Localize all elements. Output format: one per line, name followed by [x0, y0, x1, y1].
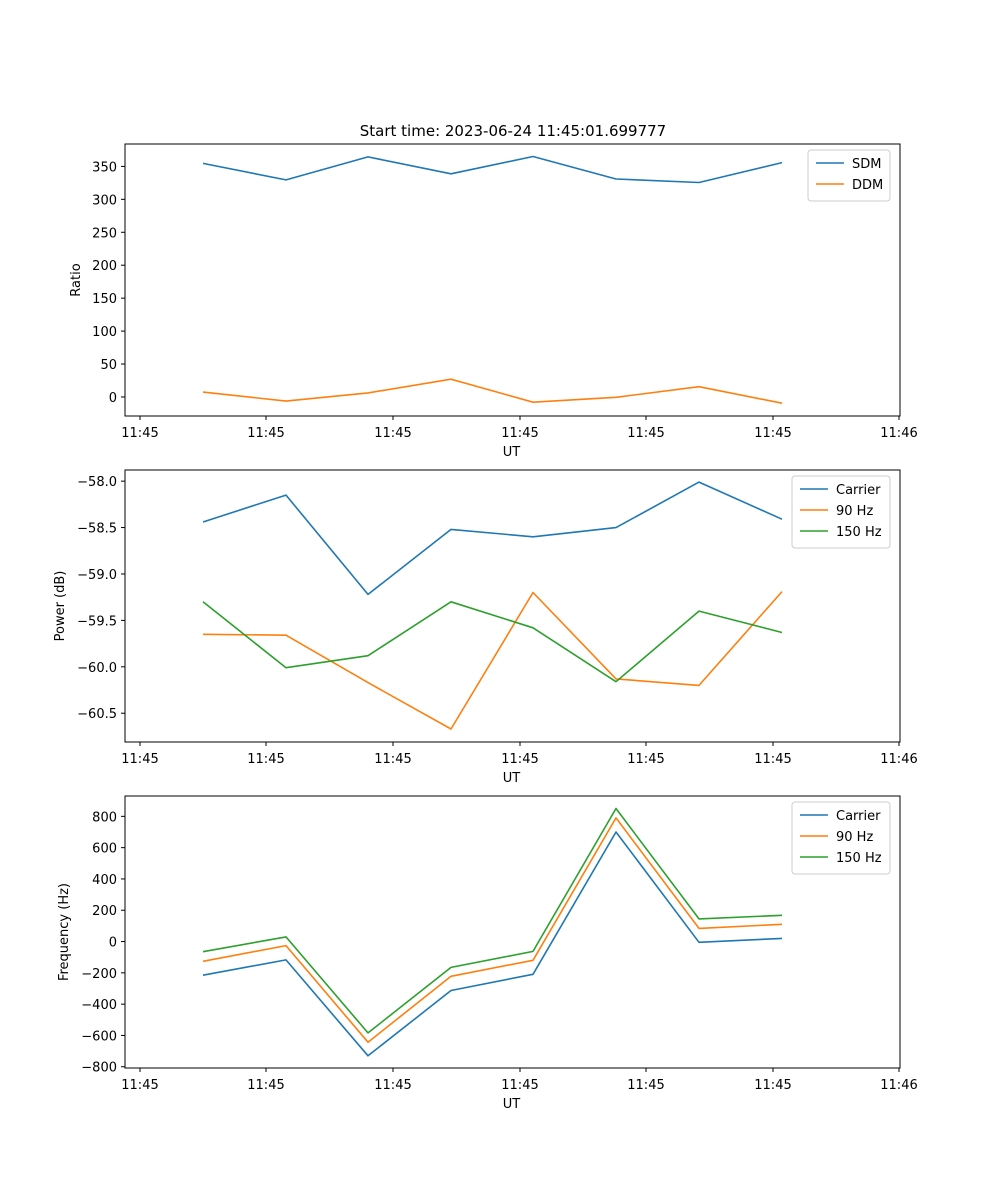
- y-tick-label: −600: [81, 1029, 117, 1044]
- y-tick-label: 100: [92, 325, 117, 340]
- x-tick-label: 11:45: [754, 1078, 791, 1093]
- x-axis-label: UT: [503, 1097, 521, 1112]
- x-tick-label: 11:45: [247, 752, 284, 767]
- y-tick-label: −200: [81, 967, 117, 982]
- legend-label: Carrier: [836, 809, 881, 824]
- legend-label: 90 Hz: [836, 504, 873, 519]
- x-tick-label: 11:45: [754, 752, 791, 767]
- y-tick-label: −58.0: [77, 475, 117, 490]
- legend: SDM DDM: [807, 149, 891, 202]
- legend-label: 150 Hz: [836, 525, 882, 540]
- plot-area-frame: [124, 143, 901, 417]
- chart-panel-2: 11:45 11:45 11:45 11:45 11:45 11:45 11:46 UT −60…: [53, 469, 918, 786]
- series-line-carrier: [202, 831, 783, 1057]
- y-tick-label: 600: [92, 842, 117, 857]
- x-tick-label: 11:45: [121, 426, 158, 441]
- x-tick-label: 11:45: [374, 1078, 411, 1093]
- x-axis-label: UT: [503, 771, 521, 786]
- plots-container: 11:45 11:45 11:45 11:45 11:45 11:45 11:46 UT 0 50…: [53, 143, 918, 1112]
- x-tick-label: 11:45: [501, 1078, 538, 1093]
- series-line-carrier: [202, 481, 783, 596]
- y-tick-label: 350: [92, 160, 117, 175]
- legend: Carrier 90 Hz 150 Hz: [791, 475, 891, 549]
- x-tick-label: 11:45: [247, 1078, 284, 1093]
- series-line-150-hz: [202, 600, 783, 683]
- y-tick-label: −60.5: [77, 707, 117, 722]
- x-tick-label: 11:45: [247, 426, 284, 441]
- y-tick-label: −59.5: [77, 614, 117, 629]
- x-tick-label: 11:46: [880, 1078, 917, 1093]
- legend-label: 90 Hz: [836, 830, 873, 845]
- y-tick-label: 400: [92, 873, 117, 888]
- y-axis-label: Frequency (Hz): [57, 883, 72, 981]
- x-tick-label: 11:45: [374, 426, 411, 441]
- x-tick-label: 11:45: [501, 426, 538, 441]
- y-tick-label: −59.0: [77, 568, 117, 583]
- y-axis-label: Power (dB): [53, 571, 68, 642]
- legend-label: 150 Hz: [836, 851, 882, 866]
- chart-panel-1: 11:45 11:45 11:45 11:45 11:45 11:45 11:46 UT 0 50…: [69, 143, 918, 460]
- x-tick-label: 11:45: [374, 752, 411, 767]
- figure-title: Start time: 2023-06-24 11:45:01.699777: [360, 122, 666, 140]
- series-line-90-hz: [202, 817, 783, 1043]
- y-tick-label: 800: [92, 810, 117, 825]
- x-tick-label: 11:45: [627, 1078, 664, 1093]
- y-tick-label: 200: [92, 904, 117, 919]
- chart-panel-3: 11:45 11:45 11:45 11:45 11:45 11:45 11:46 UT −80…: [57, 795, 918, 1112]
- plot-area-frame: [124, 795, 901, 1069]
- legend-box: [791, 801, 891, 875]
- x-tick-label: 11:45: [121, 1078, 158, 1093]
- y-tick-label: −58.5: [77, 522, 117, 537]
- y-tick-label: −800: [81, 1061, 117, 1076]
- series-line-90-hz: [202, 591, 783, 730]
- y-tick-label: −60.0: [77, 661, 117, 676]
- x-tick-label: 11:45: [121, 752, 158, 767]
- y-tick-label: 250: [92, 226, 117, 241]
- series-line-150-hz: [202, 807, 783, 1034]
- y-tick-label: 200: [92, 259, 117, 274]
- x-tick-label: 11:45: [754, 426, 791, 441]
- legend-label: DDM: [852, 178, 883, 193]
- x-tick-label: 11:46: [880, 752, 917, 767]
- y-tick-label: 300: [92, 193, 117, 208]
- x-tick-label: 11:46: [880, 426, 917, 441]
- y-axis-label: Ratio: [69, 263, 84, 296]
- series-line-ddm: [202, 378, 783, 404]
- plot-area-frame: [124, 469, 901, 743]
- y-tick-label: 0: [109, 391, 117, 406]
- y-tick-label: 50: [100, 358, 117, 373]
- legend-label: Carrier: [836, 483, 881, 498]
- legend-label: SDM: [852, 157, 881, 172]
- x-axis-label: UT: [503, 445, 521, 460]
- x-tick-label: 11:45: [627, 752, 664, 767]
- legend: Carrier 90 Hz 150 Hz: [791, 801, 891, 875]
- x-tick-label: 11:45: [501, 752, 538, 767]
- legend-box: [791, 475, 891, 549]
- series-line-sdm: [202, 155, 783, 184]
- y-tick-label: 0: [109, 936, 117, 951]
- y-tick-label: −400: [81, 998, 117, 1013]
- x-tick-label: 11:45: [627, 426, 664, 441]
- y-tick-label: 150: [92, 292, 117, 307]
